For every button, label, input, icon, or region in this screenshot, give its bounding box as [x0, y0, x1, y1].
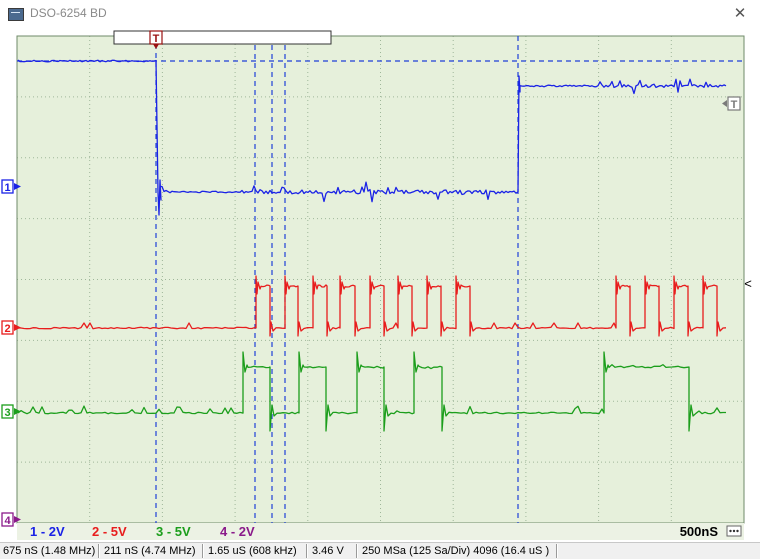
menu-dots-icon[interactable]: [726, 525, 742, 537]
trigger-position-label: T: [153, 33, 160, 45]
status-separator: [202, 544, 204, 558]
channel-4-marker[interactable]: 4: [1, 512, 21, 527]
oscilloscope-app-icon: [8, 8, 24, 21]
waveform-traces: [17, 59, 727, 432]
channel-3-arrow-icon: [14, 408, 21, 415]
channel-1-marker[interactable]: 1: [1, 179, 21, 194]
channel-4-marker-label: 4: [4, 515, 11, 527]
channel-1-trace: [17, 59, 727, 216]
channel-scale-labels: 1 - 2V 2 - 5V 3 - 5V 4 - 2V: [30, 524, 255, 539]
scale-bar: [17, 523, 744, 540]
waveform-area: [17, 36, 744, 523]
status-cursor-b: 211 nS (4.74 MHz): [104, 545, 196, 557]
trigger-slope-icon[interactable]: <: [744, 276, 752, 291]
channel-2-arrow-icon: [14, 324, 21, 331]
trigger-position-arrow-icon: [153, 44, 159, 49]
status-separator: [356, 544, 358, 558]
channel-3-marker-label: 3: [4, 407, 10, 419]
status-separator: [306, 544, 308, 558]
status-delta: 1.65 uS (608 kHz): [208, 545, 297, 557]
title-bar: DSO-6254 BD ✕: [0, 0, 760, 30]
channel-1-scale-label[interactable]: 1 - 2V: [30, 524, 65, 539]
window-title: DSO-6254 BD: [30, 6, 107, 20]
timebase-label[interactable]: 500nS: [680, 524, 719, 539]
channel-3-trace: [17, 351, 726, 432]
channel-1-arrow-icon: [14, 183, 21, 190]
status-separator: [98, 544, 100, 558]
channel-3-scale-label[interactable]: 3 - 5V: [156, 524, 191, 539]
channel-3-marker[interactable]: 3: [1, 404, 21, 419]
channel-2-marker-label: 2: [4, 323, 10, 335]
channel-markers: 1 2 3 4: [1, 179, 21, 527]
trigger-level-arrow-icon: [722, 100, 727, 107]
trigger-level-label: T: [731, 99, 738, 111]
status-voltage: 3.46 V: [312, 545, 344, 557]
channel-2-scale-label[interactable]: 2 - 5V: [92, 524, 127, 539]
close-icon[interactable]: ✕: [733, 5, 747, 22]
memory-position-bar[interactable]: [113, 30, 332, 45]
channel-4-scale-label[interactable]: 4 - 2V: [220, 524, 255, 539]
status-acquisition: 250 MSa (125 Sa/Div) 4096 (16.4 uS ): [362, 545, 550, 557]
oscilloscope-display[interactable]: T T < 1 2 3 4 1 - 2V 2 - 5V 3 - 5V 4 - 2V 500n…: [0, 30, 760, 542]
status-bar: 675 nS (1.48 MHz) 211 nS (4.74 MHz) 1.65…: [0, 542, 760, 559]
channel-2-marker[interactable]: 2: [1, 320, 21, 335]
channel-4-arrow-icon: [14, 516, 21, 523]
status-separator: [556, 544, 558, 558]
channel-2-trace: [18, 275, 727, 337]
trigger-level-marker[interactable]: [727, 96, 741, 111]
channel-1-marker-label: 1: [4, 182, 10, 194]
status-cursor-a: 675 nS (1.48 MHz): [3, 545, 96, 557]
